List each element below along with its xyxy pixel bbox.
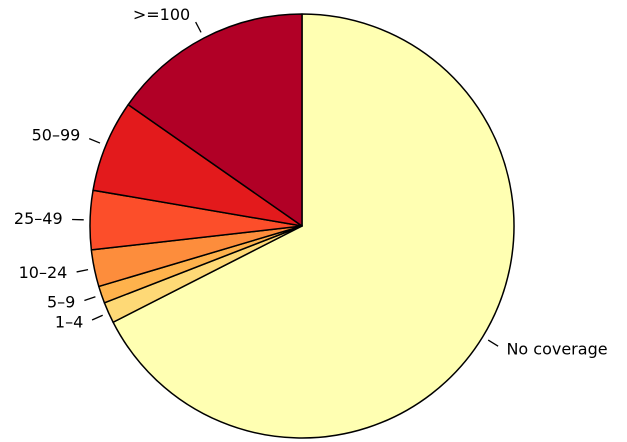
pie-slice-no-coverage [112, 13, 515, 439]
slice-label-50-99: 50–99 [32, 125, 81, 144]
slice-label-25-49: 25–49 [14, 209, 63, 228]
slices-layer [89, 13, 515, 439]
leader-line-no-coverage [487, 339, 499, 347]
leader-lines-layer [72, 21, 499, 347]
slice-label-gte-100: >=100 [133, 5, 190, 24]
leader-line-50-99 [88, 138, 101, 144]
slice-label-1-4: 1–4 [55, 313, 83, 332]
leader-line-1-4 [91, 314, 103, 321]
slice-labels-layer: No coverage 1–4 5–9 10–24 25–49 50–99 >=100 [14, 5, 608, 359]
slice-label-10-24: 10–24 [19, 263, 68, 282]
leader-line-5-9 [84, 296, 96, 302]
pie-slice-gte-100 [127, 13, 303, 227]
slice-label-5-9: 5–9 [47, 292, 75, 311]
slice-label-no-coverage: No coverage [506, 340, 607, 359]
leader-line-gte-100 [195, 21, 202, 33]
leader-line-10-24 [76, 268, 89, 273]
